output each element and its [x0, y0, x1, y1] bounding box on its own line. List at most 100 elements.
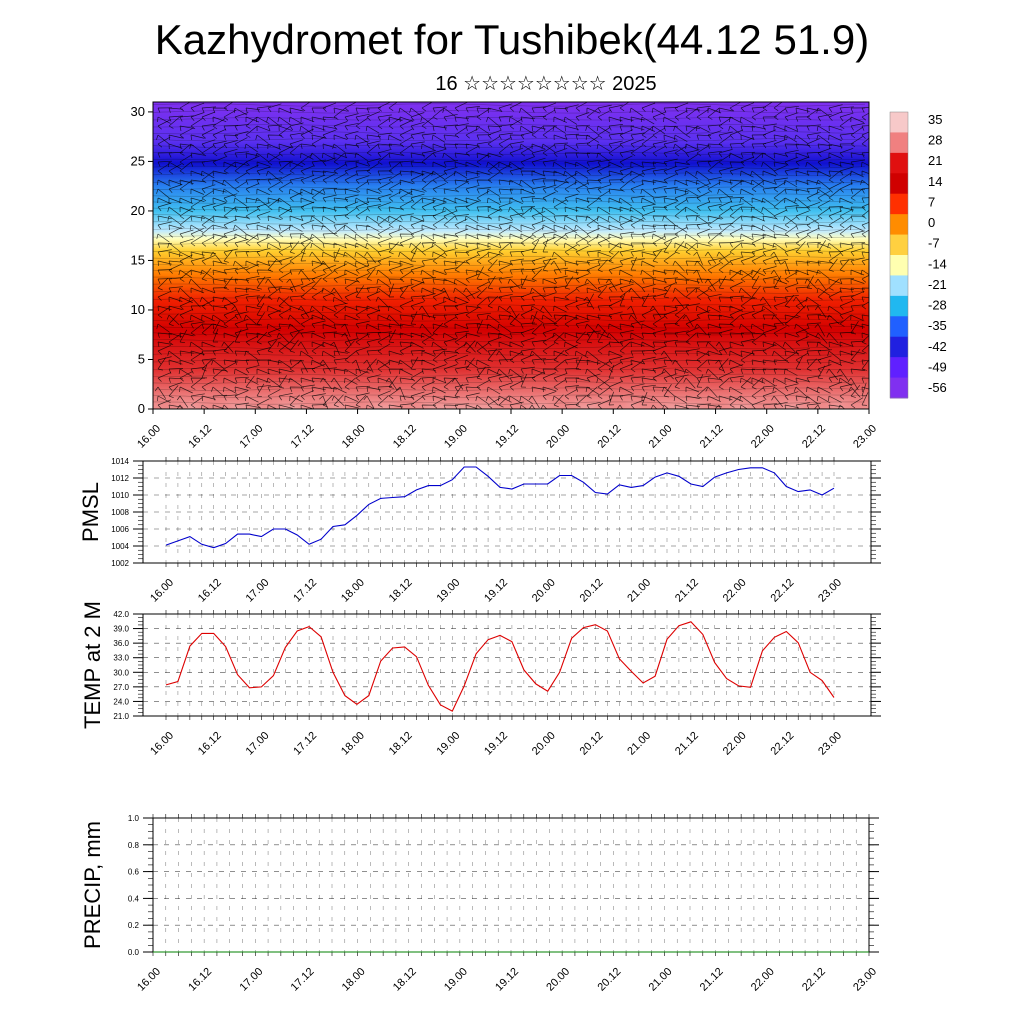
- x-tick-label: 23.00: [851, 423, 879, 451]
- colorbar-label: 28: [928, 133, 942, 148]
- colorbar-label: -56: [928, 380, 947, 395]
- y-tick-label: 1006: [111, 525, 129, 534]
- x-tick-label: 19.12: [482, 577, 510, 605]
- y-tick-label: 1002: [111, 559, 129, 568]
- y-tick-label: 30.0: [113, 668, 129, 677]
- x-tick-label: 17.12: [289, 966, 317, 994]
- warm-cell: [615, 347, 684, 409]
- x-tick-label: 18.00: [339, 577, 367, 605]
- x-tick-label: 17.12: [289, 423, 317, 451]
- contour-line: [153, 353, 866, 356]
- contour-line: [153, 373, 865, 377]
- colorbar-swatch: [890, 132, 908, 154]
- colorbar-swatch: [890, 152, 908, 174]
- colorbar-swatch: [890, 255, 908, 276]
- y-tick-label: 5: [138, 351, 145, 366]
- contour-line: [153, 346, 866, 350]
- contour-line: [153, 179, 866, 183]
- warm-cell: [323, 347, 392, 409]
- colorbar-swatch: [890, 275, 908, 297]
- colorbar-swatch: [890, 214, 908, 236]
- contour-line: [153, 228, 866, 232]
- y-tick-label: 39.0: [113, 625, 129, 634]
- x-tick-label: 21.00: [625, 577, 653, 605]
- x-tick-label: 18.00: [340, 423, 368, 451]
- colorbar-label: -49: [928, 359, 947, 374]
- contour-line: [153, 248, 865, 252]
- contour-line: [153, 332, 866, 336]
- contour-line: [153, 283, 866, 287]
- y-tick-label: 30: [131, 104, 145, 119]
- y-tick-label: 10: [131, 302, 145, 317]
- contour-line: [153, 311, 865, 315]
- x-tick-label: 19.00: [434, 577, 462, 605]
- x-tick-label: 23.00: [851, 966, 879, 994]
- colorbar-label: 0: [928, 215, 935, 230]
- contour-line: [153, 165, 866, 169]
- contour-line: [153, 366, 866, 370]
- contour-line: [153, 158, 865, 162]
- x-tick-label: 23.00: [816, 730, 844, 758]
- y-tick-label: 25: [131, 153, 145, 168]
- y-tick-label: 36.0: [113, 639, 129, 648]
- x-tick-label: 22.00: [749, 966, 777, 994]
- contour-line: [153, 269, 866, 273]
- contour-line: [153, 394, 866, 398]
- y-tick-label: 0: [138, 401, 145, 416]
- x-tick-label: 22.12: [800, 423, 828, 451]
- y-tick-label: 1.0: [128, 814, 140, 823]
- colorbar-swatch: [890, 357, 908, 379]
- colorbar-swatch: [890, 112, 908, 133]
- warm-cell: [180, 347, 249, 409]
- colorbar-swatch: [890, 316, 908, 338]
- temp-2m-panel: 21.0 24.0 27.0 30.0 33.0 36.0 39.0 42.0 16.00 16.…: [80, 601, 881, 758]
- x-tick-label: 16.00: [135, 423, 163, 451]
- x-tick-label: 17.12: [291, 577, 319, 605]
- x-tick-label: 16.12: [186, 966, 214, 994]
- contour-line: [153, 380, 866, 384]
- pmsl-panel: 1002 1004 1006 1008 1010 1012 1014 16.00 16.12 17…: [78, 457, 881, 605]
- contour-line: [153, 193, 866, 197]
- chart-subtitle: 16 ☆☆☆☆☆☆☆☆ 2025: [435, 73, 657, 95]
- contour-line: [153, 297, 866, 301]
- contour-line: [153, 304, 866, 308]
- y-tick-label: 33.0: [113, 654, 129, 663]
- y-tick-label: 1010: [111, 491, 129, 500]
- x-tick-label: 18.12: [391, 423, 419, 451]
- x-tick-label: 19.00: [434, 730, 462, 758]
- y-tick-label: 0.6: [128, 868, 140, 877]
- x-tick-label: 22.00: [721, 577, 749, 605]
- x-tick-label: 21.12: [673, 730, 701, 758]
- x-tick-label: 20.00: [544, 423, 572, 451]
- x-tick-label: 20.12: [595, 966, 623, 994]
- x-tick-label: 16.00: [135, 966, 163, 994]
- cross-section-plot: [153, 102, 869, 409]
- contour-line: [153, 387, 866, 391]
- x-tick-label: 19.00: [442, 966, 470, 994]
- colorbar-label: -28: [928, 298, 947, 313]
- x-tick-label: 21.12: [698, 423, 726, 451]
- colorbar-label: -21: [928, 277, 947, 292]
- warm-cell: [681, 347, 750, 409]
- contour-line: [153, 401, 866, 405]
- x-tick-label: 16.00: [148, 730, 176, 758]
- x-tick-label: 21.00: [647, 966, 675, 994]
- temp-2m-axis-label: TEMP at 2 M: [80, 601, 105, 729]
- contour-line: [153, 131, 866, 135]
- x-tick-label: 20.12: [595, 423, 623, 451]
- colorbar-swatch: [890, 234, 908, 256]
- y-tick-label: 0.0: [128, 948, 140, 957]
- y-tick-label: 24.0: [113, 697, 129, 706]
- x-tick-label: 22.12: [768, 577, 796, 605]
- colorbar-swatch: [890, 336, 908, 358]
- y-tick-label: 1004: [111, 542, 129, 551]
- x-tick-label: 21.00: [647, 423, 675, 451]
- contour-line: [153, 117, 866, 121]
- contour-line: [153, 339, 866, 343]
- precip-panel: 0.0 0.2 0.4 0.6 0.8 1.0 16.00 16.12 17.00 17.12 18…: [80, 814, 879, 994]
- colorbar-label: 7: [928, 194, 935, 209]
- y-tick-label: 0.4: [128, 894, 140, 903]
- colorbar-label: 21: [928, 153, 942, 168]
- colorbar-swatch: [890, 295, 908, 317]
- y-tick-label: 0.8: [128, 841, 140, 850]
